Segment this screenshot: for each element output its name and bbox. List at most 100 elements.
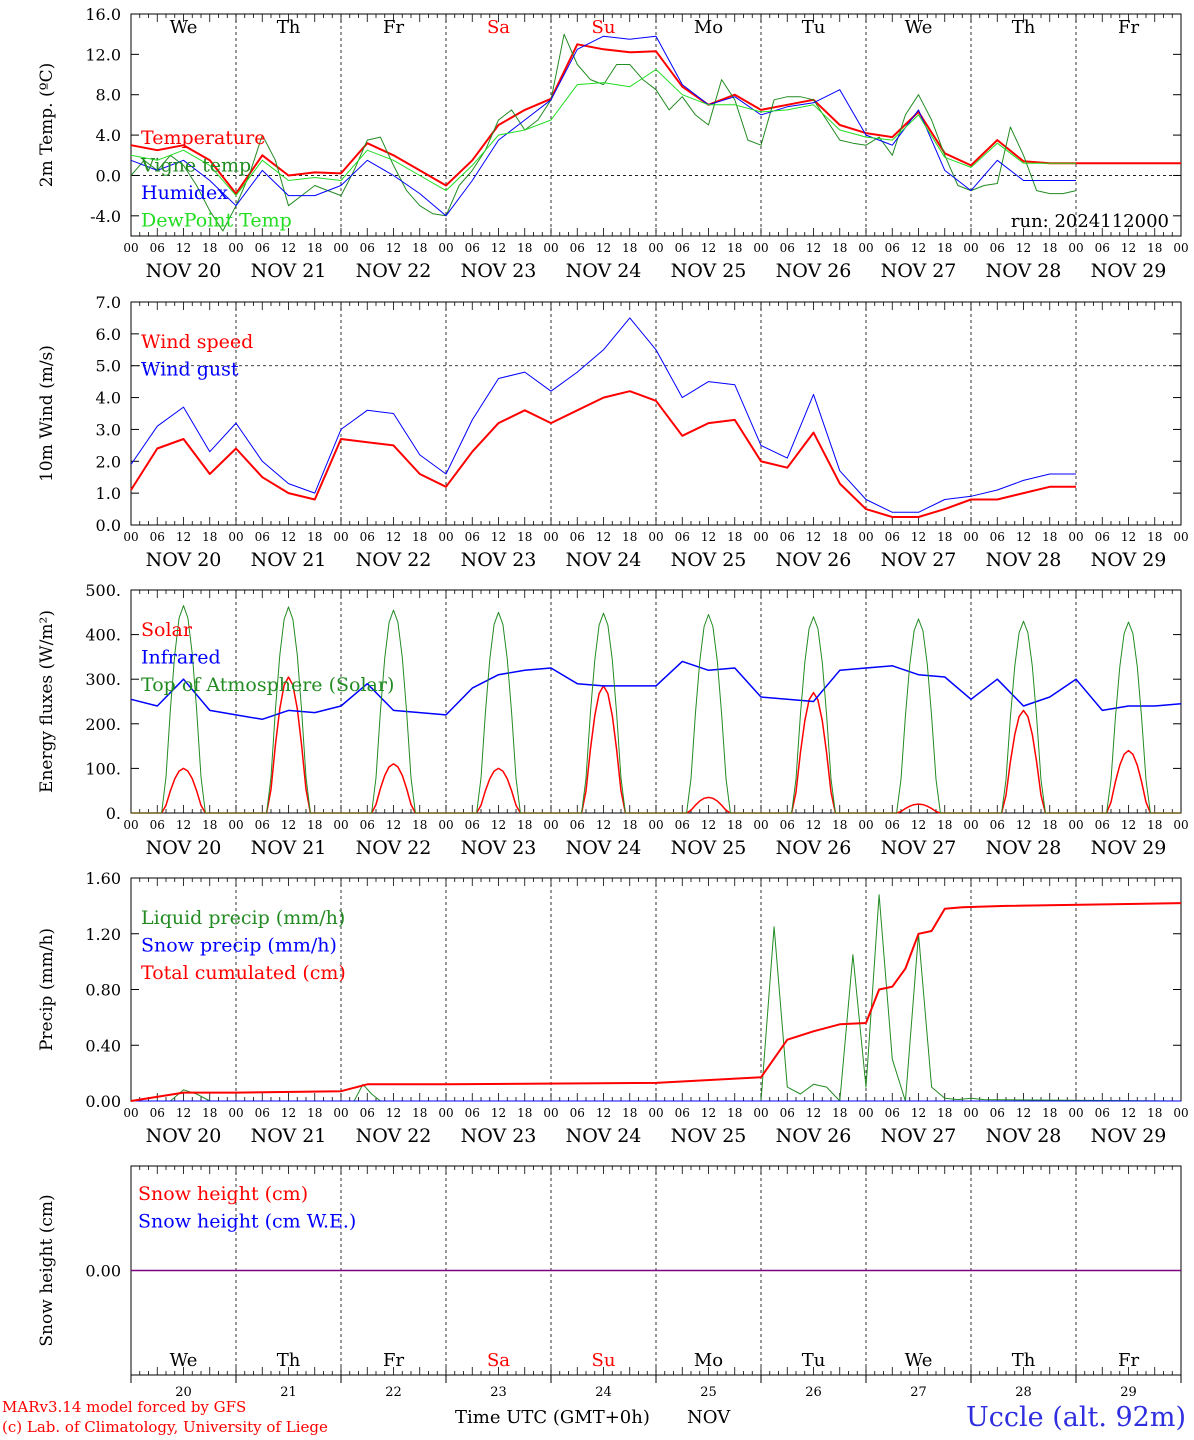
hour-tick-label: 18 <box>832 818 847 832</box>
date-label: NOV 20 <box>146 260 222 282</box>
hour-tick-label: 06 <box>990 818 1005 832</box>
hour-tick-label: 18 <box>412 818 427 832</box>
y-tick-label: 0.00 <box>85 1092 121 1111</box>
hour-tick-label: 12 <box>386 530 401 544</box>
hour-tick-label: 06 <box>1095 241 1110 255</box>
hour-tick-label: 18 <box>1147 530 1162 544</box>
date-label: NOV 23 <box>461 837 537 859</box>
legend-entry: DewPoint Temp <box>141 210 292 232</box>
day-name-label: Mo <box>694 17 723 38</box>
hour-tick-label: 00 <box>1068 241 1083 255</box>
hour-tick-label: 18 <box>622 818 637 832</box>
hour-tick-label: 18 <box>202 818 217 832</box>
hour-tick-label: 12 <box>701 818 716 832</box>
y-tick-label: 16.0 <box>85 5 121 24</box>
y-tick-label: 200. <box>85 715 121 734</box>
y-tick-label: 3.0 <box>96 420 121 439</box>
date-label: NOV 28 <box>986 1125 1062 1147</box>
hour-tick-label: 06 <box>1095 530 1110 544</box>
hour-tick-label: 12 <box>1016 530 1031 544</box>
hour-tick-label: 00 <box>1068 1106 1083 1120</box>
hour-tick-label: 06 <box>150 241 165 255</box>
y-tick-label: 400. <box>85 626 121 645</box>
hour-tick-label: 12 <box>1121 1106 1136 1120</box>
hour-tick-label: 06 <box>255 241 270 255</box>
y-tick-label: 0.40 <box>85 1036 121 1055</box>
day-number-label: 29 <box>1120 1385 1137 1400</box>
hour-tick-label: 18 <box>202 241 217 255</box>
legend-entry: Snow precip (mm/h) <box>141 935 337 957</box>
hour-tick-label: 00 <box>543 530 558 544</box>
y-tick-label: 300. <box>85 670 121 689</box>
hour-tick-label: 18 <box>1147 818 1162 832</box>
y-tick-label: 0.80 <box>85 981 121 1000</box>
date-label: NOV 22 <box>356 549 432 571</box>
legend-entry: Humidex <box>141 182 228 204</box>
hour-tick-label: 06 <box>780 241 795 255</box>
hour-tick-label: 00 <box>438 1106 453 1120</box>
y-tick-label: 0.0 <box>96 516 121 535</box>
day-name-label: Su <box>592 17 616 38</box>
y-tick-label: 100. <box>85 759 121 778</box>
hour-tick-label: 06 <box>570 1106 585 1120</box>
hour-tick-label: 06 <box>465 818 480 832</box>
legend-entry: Wind gust <box>141 359 239 381</box>
hour-tick-label: 00 <box>858 241 873 255</box>
hour-tick-label: 18 <box>412 241 427 255</box>
hour-tick-label: 12 <box>491 1106 506 1120</box>
hour-tick-label: 06 <box>570 241 585 255</box>
day-name-label: Su <box>592 1350 616 1371</box>
date-label: NOV 24 <box>566 1125 642 1147</box>
date-label: NOV 28 <box>986 837 1062 859</box>
hour-tick-label: 00 <box>963 241 978 255</box>
date-label: NOV 23 <box>461 1125 537 1147</box>
day-number-label: 22 <box>385 1385 402 1400</box>
date-label: NOV 22 <box>356 260 432 282</box>
date-label: NOV 27 <box>881 549 957 571</box>
series-line-wind-gust <box>130 317 1076 513</box>
hour-tick-label: 06 <box>780 1106 795 1120</box>
x-axis-label: Time UTC (GMT+0h) <box>455 1407 650 1428</box>
hour-tick-label: 18 <box>727 818 742 832</box>
hour-tick-label: 06 <box>885 1106 900 1120</box>
plot-frame <box>130 301 1182 526</box>
hour-tick-label: 00 <box>543 1106 558 1120</box>
hour-tick-label: 06 <box>675 818 690 832</box>
y-tick-label: 8.0 <box>96 86 121 105</box>
hour-tick-label: 12 <box>1016 818 1031 832</box>
y-axis-label: 2m Temp. (ºC) <box>37 63 57 188</box>
hour-tick-label: 06 <box>570 818 585 832</box>
y-axis-label: Snow height (cm) <box>37 1194 57 1346</box>
day-name-label: Sa <box>487 17 510 38</box>
hour-tick-label: 18 <box>202 530 217 544</box>
hour-tick-label: 12 <box>491 241 506 255</box>
y-tick-label: 6.0 <box>96 325 121 344</box>
date-label: NOV 29 <box>1091 549 1167 571</box>
y-axis-label: Precip (mm/h) <box>37 928 57 1051</box>
hour-tick-label: 06 <box>675 1106 690 1120</box>
date-label: NOV 20 <box>146 837 222 859</box>
hour-tick-label: 06 <box>150 1106 165 1120</box>
hour-tick-label: 00 <box>858 1106 873 1120</box>
y-tick-label: 4.0 <box>96 389 121 408</box>
y-tick-label: 0.00 <box>85 1262 121 1281</box>
hour-tick-label: 12 <box>806 530 821 544</box>
hour-tick-label: 06 <box>990 241 1005 255</box>
legend-entry: Top of Atmosphere (Solar) <box>141 674 394 696</box>
date-label: NOV 29 <box>1091 837 1167 859</box>
date-label: NOV 25 <box>671 260 747 282</box>
date-label: NOV 28 <box>986 549 1062 571</box>
date-label: NOV 26 <box>776 260 852 282</box>
date-label: NOV 27 <box>881 837 957 859</box>
legend-entry: Total cumulated (cm) <box>141 962 346 984</box>
date-label: NOV 22 <box>356 837 432 859</box>
hour-tick-label: 00 <box>333 1106 348 1120</box>
hour-tick-label: 18 <box>202 1106 217 1120</box>
day-name-label: We <box>170 1350 198 1371</box>
day-name-label: We <box>905 17 933 38</box>
hour-tick-label: 00 <box>228 241 243 255</box>
hour-tick-label: 00 <box>333 241 348 255</box>
series-line-solar <box>131 676 1181 814</box>
hour-tick-label: 00 <box>963 1106 978 1120</box>
date-label: NOV 26 <box>776 837 852 859</box>
